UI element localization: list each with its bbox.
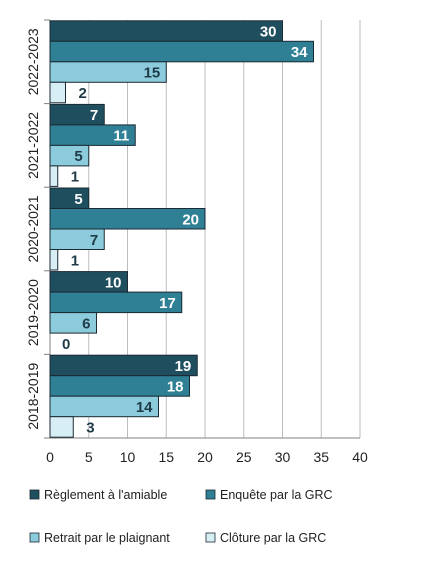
legend-label: Retrait par le plaignant <box>44 531 170 545</box>
category-label: 2019-2020 <box>25 279 41 346</box>
bar-2021-2022-2 <box>49 144 90 167</box>
data-label: 17 <box>159 295 176 312</box>
legend-label: Enquête par la GRC <box>220 488 333 502</box>
bar-2022-2023-3 <box>49 81 66 104</box>
bar-2022-2023-1 <box>49 40 314 63</box>
bar-2020-2021-0 <box>49 187 90 209</box>
data-label: 14 <box>136 399 153 416</box>
data-label: 19 <box>175 358 192 375</box>
data-label: 20 <box>182 211 199 228</box>
bar-2020-2021-3 <box>49 249 59 271</box>
data-label: 7 <box>90 232 98 249</box>
data-label: 15 <box>144 65 161 82</box>
data-label: 2 <box>79 85 87 102</box>
category-label: 2021-2022 <box>25 112 41 179</box>
category-label: 2020-2021 <box>25 195 41 262</box>
category-labels: 2022-2023 2021-2022 2020-2021 2019-2020 2018… <box>25 28 41 430</box>
data-label: 5 <box>74 148 82 165</box>
legend: Règlement à l'amiable Enquête par la GRC R… <box>29 488 333 545</box>
data-label: 11 <box>113 128 129 145</box>
category-label: 2018-2019 <box>25 363 41 430</box>
data-label: 34 <box>291 44 308 61</box>
bar-2022-2023-0 <box>49 20 283 42</box>
bar-2020-2021-2 <box>49 228 105 250</box>
x-tick-label: 30 <box>275 449 291 465</box>
data-label: 1 <box>71 252 79 269</box>
bars <box>49 20 314 438</box>
data-label: 0 <box>62 336 70 353</box>
legend-label: Règlement à l'amiable <box>44 488 167 502</box>
data-label: 30 <box>260 24 277 41</box>
legend-swatch <box>29 489 40 500</box>
x-tick-label: 35 <box>313 449 329 465</box>
data-label: 1 <box>71 169 79 186</box>
legend-label: Clôture par la GRC <box>220 531 326 545</box>
bar-2019-2020-2 <box>49 312 97 334</box>
x-tick-label: 25 <box>236 449 252 465</box>
bar-2018-2019-3 <box>49 416 74 438</box>
bar-2019-2020-1 <box>49 291 183 314</box>
x-tick-label: 0 <box>46 449 54 465</box>
data-label: 6 <box>82 315 90 332</box>
bar-2020-2021-1 <box>49 208 206 230</box>
bar-2021-2022-1 <box>49 124 136 146</box>
legend-swatch <box>29 532 40 543</box>
data-label: 3 <box>86 419 94 436</box>
x-tick-label: 40 <box>352 449 368 465</box>
x-tick-label: 20 <box>197 449 213 465</box>
bar-2018-2019-2 <box>49 395 159 418</box>
bar-2022-2023-2 <box>49 61 167 83</box>
bar-2021-2022-3 <box>49 165 59 187</box>
category-label: 2022-2023 <box>25 28 41 95</box>
x-tick-label: 5 <box>85 449 93 465</box>
data-label: 10 <box>105 274 122 291</box>
x-tick-labels: 0 5 10 15 20 25 30 35 40 <box>46 449 368 465</box>
data-label: 7 <box>90 107 98 124</box>
x-tick-label: 15 <box>158 449 174 465</box>
x-tick-label: 10 <box>120 449 136 465</box>
data-label: 18 <box>167 378 184 395</box>
legend-swatch <box>205 489 216 500</box>
legend-swatch <box>205 532 216 543</box>
data-label: 5 <box>74 191 82 208</box>
